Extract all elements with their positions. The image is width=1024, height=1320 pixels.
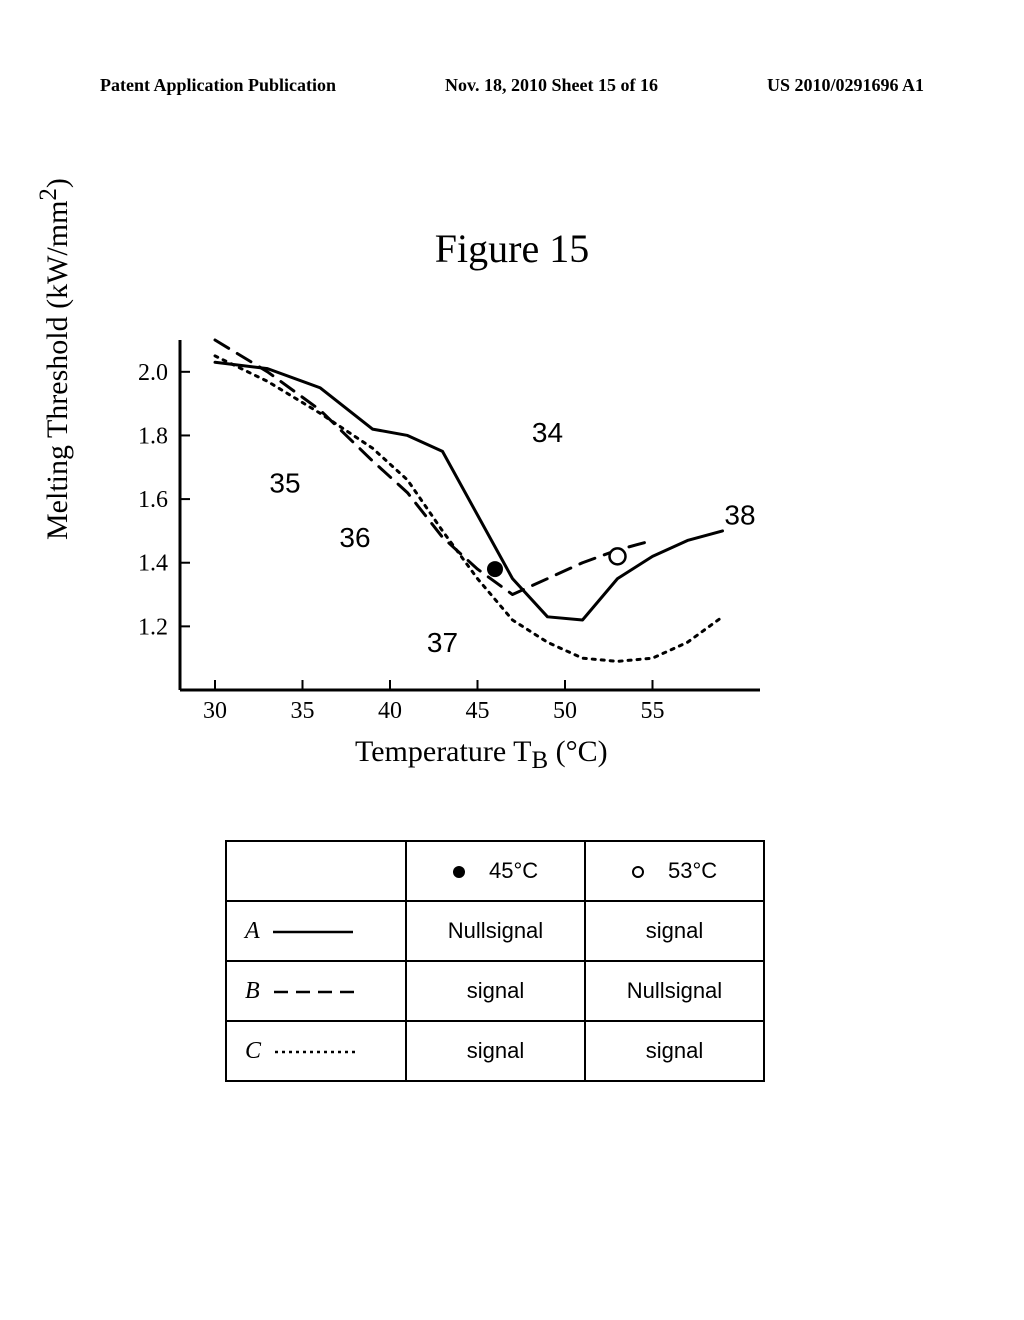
header-right: US 2010/0291696 A1 xyxy=(767,75,924,96)
svg-text:30: 30 xyxy=(203,698,227,724)
solid-line-icon xyxy=(273,927,353,937)
figure-title: Figure 15 xyxy=(435,225,589,272)
col1-header: 45°C xyxy=(406,841,585,901)
legend-c-label: C xyxy=(245,1038,261,1064)
col2-header: 53°C xyxy=(585,841,764,901)
legend-a-label: A xyxy=(245,918,259,944)
melting-threshold-chart: 30 35 40 45 50 55 1.2 1.4 1.6 1.8 2.0 35 36 34 37 38 xyxy=(100,320,800,750)
row-a-col2: signal xyxy=(585,901,764,961)
svg-text:37: 37 xyxy=(427,627,458,658)
svg-text:36: 36 xyxy=(339,522,370,553)
svg-text:1.2: 1.2 xyxy=(138,614,168,640)
header-center: Nov. 18, 2010 Sheet 15 of 16 xyxy=(445,75,658,96)
svg-text:1.4: 1.4 xyxy=(138,551,168,577)
legend-b-label: B xyxy=(245,978,260,1004)
header-left: Patent Application Publication xyxy=(100,75,336,96)
svg-text:40: 40 xyxy=(378,698,402,724)
row-c-col2: signal xyxy=(585,1021,764,1081)
table-row-a: A Nullsignal signal xyxy=(226,901,764,961)
svg-text:38: 38 xyxy=(724,500,755,531)
legend-table: 45°C 53°C A Nullsignal signal B xyxy=(225,840,765,1082)
svg-text:34: 34 xyxy=(532,417,563,448)
svg-text:1.6: 1.6 xyxy=(138,487,168,513)
y-axis-label: Melting Threshold (kW/mm2) xyxy=(35,178,75,540)
dotted-line-icon xyxy=(275,1047,355,1057)
svg-text:50: 50 xyxy=(553,698,577,724)
filled-circle-icon xyxy=(453,866,465,878)
legend-b: B xyxy=(226,961,406,1021)
col1-temp: 45°C xyxy=(489,858,538,883)
table-header-row: 45°C 53°C xyxy=(226,841,764,901)
legend-c: C xyxy=(226,1021,406,1081)
svg-text:55: 55 xyxy=(641,698,665,724)
row-b-col1: signal xyxy=(406,961,585,1021)
svg-text:35: 35 xyxy=(291,698,315,724)
legend-table-container: 45°C 53°C A Nullsignal signal B xyxy=(225,840,765,1082)
row-b-col2: Nullsignal xyxy=(585,961,764,1021)
svg-text:35: 35 xyxy=(269,468,300,499)
table-row-b: B signal Nullsignal xyxy=(226,961,764,1021)
table-row-c: C signal signal xyxy=(226,1021,764,1081)
svg-text:2.0: 2.0 xyxy=(138,360,168,386)
row-c-col1: signal xyxy=(406,1021,585,1081)
dashed-line-icon xyxy=(274,987,354,997)
x-axis-label: Temperature TB (°C) xyxy=(355,735,608,775)
col2-temp: 53°C xyxy=(668,858,717,883)
open-circle-icon xyxy=(632,866,644,878)
svg-text:1.8: 1.8 xyxy=(138,423,168,449)
svg-text:45: 45 xyxy=(466,698,490,724)
patent-header: Patent Application Publication Nov. 18, … xyxy=(0,75,1024,96)
legend-a: A xyxy=(226,901,406,961)
legend-header-empty xyxy=(226,841,406,901)
row-a-col1: Nullsignal xyxy=(406,901,585,961)
chart-container: 30 35 40 45 50 55 1.2 1.4 1.6 1.8 2.0 35 36 34 37 38 xyxy=(100,320,800,750)
